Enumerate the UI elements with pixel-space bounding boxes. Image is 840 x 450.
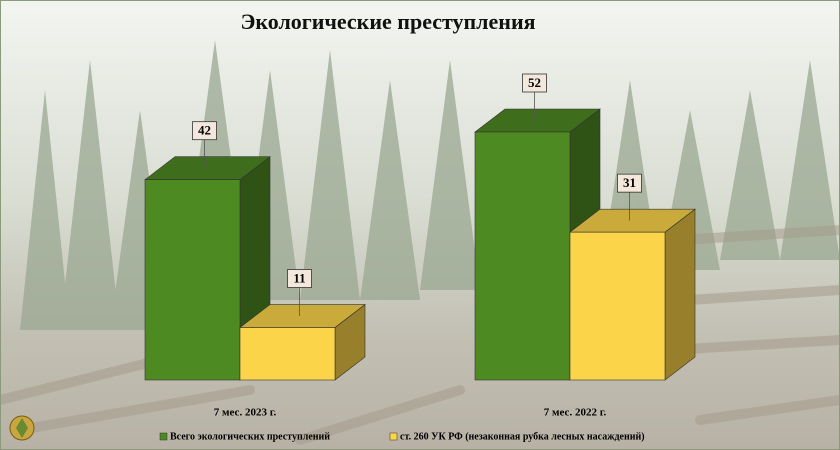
legend-swatch — [389, 432, 398, 441]
value-label-box — [192, 121, 217, 141]
value-label: 52 — [528, 75, 541, 90]
value-label: 42 — [198, 123, 211, 138]
bar-front — [144, 179, 241, 381]
value-label: 31 — [623, 175, 636, 190]
value-label-box — [617, 173, 642, 193]
value-label: 11 — [293, 271, 305, 286]
value-label-box — [522, 73, 547, 93]
value-label-box — [287, 269, 312, 288]
bar-front — [239, 327, 336, 381]
bar-front — [569, 231, 666, 381]
chart-title: Экологические преступления — [240, 9, 535, 34]
bar — [144, 156, 271, 381]
bar — [569, 208, 696, 381]
x-tick-label: 7 мес. 2023 г. — [214, 407, 277, 419]
bar-side — [664, 208, 696, 381]
legend-label: Всего экологических преступлений — [170, 431, 330, 442]
legend-label: ст. 260 УК РФ (незаконная рубка лесных н… — [400, 431, 645, 442]
logo — [9, 415, 35, 441]
bar — [239, 303, 366, 381]
bar-front — [474, 131, 571, 381]
legend-swatch — [159, 432, 168, 441]
x-tick-label: 7 мес. 2022 г. — [544, 407, 607, 419]
